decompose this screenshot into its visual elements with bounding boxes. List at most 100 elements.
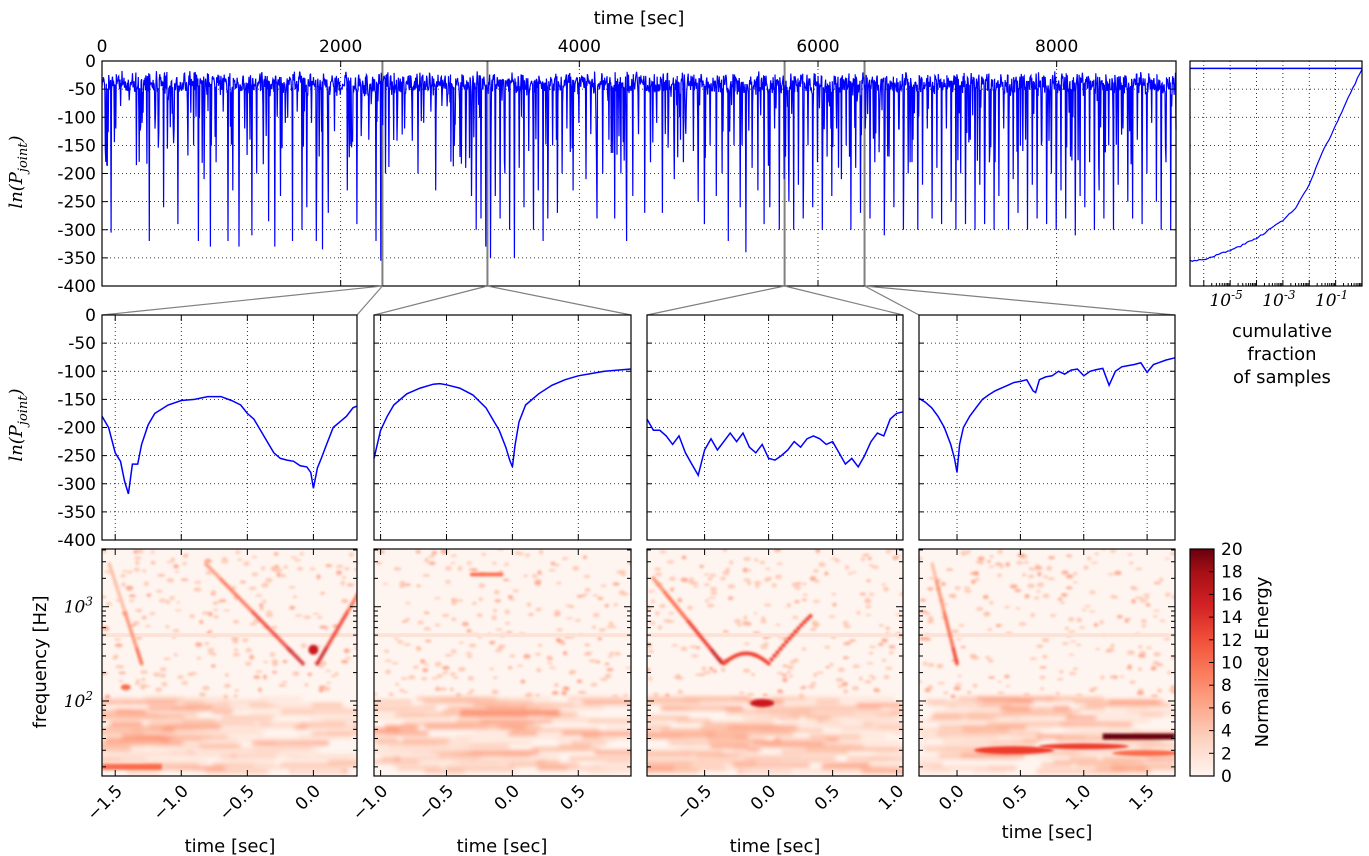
spectrogram-band <box>1030 706 1054 711</box>
spectrogram-chirp-blob <box>298 658 303 664</box>
spectrogram-speckle <box>794 600 800 604</box>
spectrogram-speckle <box>885 666 893 670</box>
spectrogram-speckle <box>466 655 473 659</box>
spectrogram-speckle <box>537 643 543 647</box>
spectrogram-band <box>525 706 604 711</box>
spectrogram-speckle <box>727 584 736 589</box>
spectrogram-speckle <box>807 684 815 689</box>
spectrogram-speckle <box>1167 670 1172 675</box>
spectrogram-band <box>1053 696 1076 701</box>
spectrogram-speckle <box>1065 554 1073 558</box>
spectrogram-speckle <box>407 675 416 680</box>
zoom-ytick-label: -200 <box>57 419 96 439</box>
spectrogram-band <box>967 715 995 720</box>
spectrogram-speckle <box>403 643 412 647</box>
spectrogram-band <box>892 731 903 736</box>
spectrogram-chirp-blob <box>288 648 293 653</box>
spectrogram-speckle <box>1169 552 1175 556</box>
spectrogram-band <box>242 747 321 752</box>
spectrogram-band <box>1139 766 1175 771</box>
spectrogram-speckle <box>201 685 210 691</box>
spectrogram-speckle <box>677 691 684 694</box>
spectrogram-ytick-label: 102 <box>64 689 93 712</box>
spectrogram-speckle <box>233 648 239 652</box>
spectrogram-chirp-blob <box>234 592 238 598</box>
spectrogram-chirp-blob <box>236 595 241 600</box>
spectrogram-xtick-label: 1.0 <box>1062 781 1095 814</box>
spectrogram-speckle <box>465 651 473 655</box>
spectrogram-chirp-blob <box>301 661 305 666</box>
spectrogram-band <box>167 766 229 771</box>
spectrogram-band <box>647 715 690 720</box>
spectrogram-speckle <box>1112 675 1118 680</box>
spectrogram-speckle <box>888 650 895 655</box>
spectrogram-speckle <box>677 597 683 603</box>
spectrogram-band <box>412 750 470 755</box>
spectrogram-band <box>1036 769 1115 774</box>
spectrogram-band <box>562 731 631 736</box>
spectrogram-speckle <box>927 618 934 624</box>
spectrogram-band <box>698 753 739 758</box>
spectrogram-speckle <box>1065 574 1074 579</box>
spectrogram-speckle <box>433 597 441 600</box>
spectrogram-speckle <box>322 686 331 692</box>
spectrogram-chirps <box>651 576 813 666</box>
spectrogram-speckle <box>294 558 301 562</box>
spectrogram-band <box>733 762 810 767</box>
spectrogram-speckle <box>509 598 516 601</box>
spectrogram-chirp-blob <box>772 653 777 658</box>
spectrogram-band <box>1111 766 1147 771</box>
spectrogram-band <box>1062 734 1109 739</box>
spectrogram-band <box>781 750 848 755</box>
spectrogram-band <box>1007 709 1046 714</box>
spectrogram-speckle <box>1005 685 1011 688</box>
spectrogram-band <box>790 712 855 717</box>
spectrogram-speckle <box>1067 617 1075 622</box>
spectrogram-speckle <box>963 586 971 589</box>
spectrogram-band <box>710 743 750 748</box>
spectrogram-chirp-blob <box>656 582 661 587</box>
spectrogram-band <box>250 712 315 717</box>
spectrogram-chirp-blob <box>276 635 280 641</box>
spectrogram-band <box>755 706 817 711</box>
spectrogram-chirp-blob <box>707 645 712 650</box>
spectrogram-band <box>399 756 473 761</box>
spectrogram-band <box>1139 743 1175 748</box>
spectrogram-speckle <box>922 661 928 666</box>
spectrogram-band <box>592 762 631 767</box>
spectrogram-speckle <box>458 641 465 644</box>
spectrogram-speckle <box>668 611 675 615</box>
spectrogram-speckle <box>507 594 513 600</box>
colorbar-tick-label: 10 <box>1221 654 1243 674</box>
spectrogram-speckle <box>743 578 751 582</box>
spectrogram-speckle <box>300 643 307 649</box>
spectrogram-speckle <box>1156 688 1163 693</box>
spectrogram-speckle <box>1137 667 1143 672</box>
spectrogram-speckle <box>348 552 355 557</box>
spectrogram-speckle <box>204 642 210 646</box>
spectrogram-band <box>979 756 1020 761</box>
spectrogram-chirp-blob <box>796 626 801 631</box>
spectrogram-speckle <box>659 603 666 609</box>
spectrogram-speckle <box>691 581 699 586</box>
spectrogram-speckle <box>705 599 710 603</box>
spectrogram-speckle <box>1047 577 1055 581</box>
spectrogram-speckle <box>597 597 604 600</box>
spectrogram-speckle <box>1110 549 1116 554</box>
spectrogram-band <box>406 743 471 748</box>
overview-ytick-label: 0 <box>85 52 96 72</box>
spectrogram-speckle <box>1093 622 1099 628</box>
spectrogram-speckle <box>878 623 885 627</box>
spectrogram-speckle <box>259 603 264 608</box>
spectrogram-speckle <box>742 567 749 573</box>
spectrogram-band <box>946 699 983 704</box>
spectrogram-speckle <box>120 574 127 578</box>
spectrogram-speckle <box>1060 593 1068 597</box>
spectrogram-speckle <box>553 612 560 617</box>
spectrogram-speckles <box>647 549 903 699</box>
spectrogram-speckle <box>353 567 357 572</box>
spectrogram-speckle <box>1170 655 1175 660</box>
zoom-ytick-label: -250 <box>57 447 96 467</box>
spectrogram-speckle <box>720 576 726 581</box>
spectrogram-speckle <box>1158 577 1164 583</box>
